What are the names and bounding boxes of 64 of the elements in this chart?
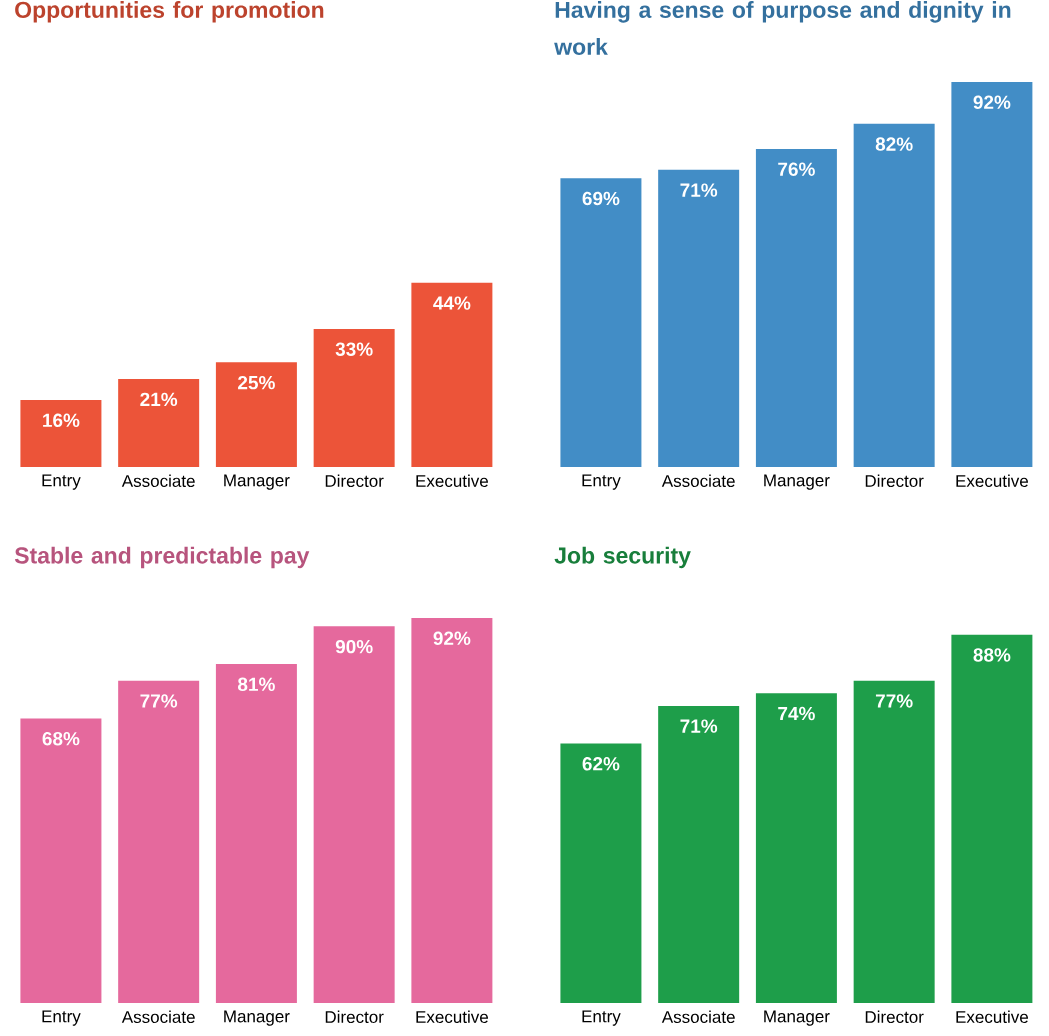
data-label: 33%	[335, 342, 373, 356]
data-label: 71%	[680, 183, 718, 197]
bar	[20, 718, 102, 1003]
data-label: 77%	[140, 694, 178, 708]
bar	[313, 626, 395, 1003]
data-label: 62%	[582, 757, 620, 771]
data-label: 16%	[43, 413, 80, 428]
chart-title: Having a sense of purpose and dignity in work	[554, 1, 1011, 55]
x-tick-label: Manager	[764, 474, 830, 490]
data-label: 82%	[875, 137, 913, 151]
x-tick-label: Associate	[121, 1010, 195, 1024]
data-label: 25%	[238, 375, 275, 390]
x-tick-label: Manager	[224, 1010, 290, 1026]
bar	[755, 148, 837, 467]
x-tick-label: Associate	[661, 1010, 735, 1024]
data-label: 44%	[433, 296, 471, 310]
data-label: 88%	[973, 648, 1011, 662]
x-tick-label: Director	[865, 1010, 924, 1024]
data-label: 71%	[680, 719, 718, 733]
x-tick-label: Director	[325, 474, 384, 488]
data-label: 68%	[42, 731, 80, 746]
data-label: 92%	[433, 631, 471, 645]
x-tick-label: Associate	[121, 474, 195, 488]
x-tick-label: Executive	[956, 474, 1028, 488]
bar	[951, 634, 1033, 1003]
bar	[313, 328, 395, 467]
x-tick-label: Executive	[416, 474, 488, 488]
x-tick-label: Entry	[42, 1010, 81, 1026]
bar	[853, 680, 935, 1003]
data-label: 69%	[582, 191, 620, 206]
data-label: 77%	[875, 694, 913, 708]
bar	[118, 379, 200, 467]
bar	[658, 705, 740, 1003]
x-tick-label: Director	[865, 474, 924, 488]
bar	[215, 362, 297, 467]
x-tick-label: Manager	[224, 474, 290, 490]
x-tick-label: Entry	[42, 474, 81, 490]
x-tick-label: Executive	[956, 1010, 1028, 1024]
data-label: 76%	[778, 162, 815, 176]
bar	[853, 123, 935, 467]
data-label: 81%	[237, 677, 275, 692]
data-label: 74%	[778, 706, 815, 721]
bar	[411, 282, 493, 467]
bar	[20, 400, 102, 467]
x-tick-label: Entry	[582, 1010, 621, 1026]
bar	[411, 618, 493, 1003]
bar	[951, 81, 1033, 467]
bar	[560, 178, 642, 467]
chart-title: Job security	[554, 546, 691, 569]
bar	[118, 680, 200, 1003]
x-tick-label: Executive	[416, 1010, 488, 1024]
bar	[215, 664, 297, 1003]
chart-title: Opportunities for promotion	[15, 1, 324, 23]
data-label: 90%	[335, 639, 373, 654]
x-tick-label: Entry	[582, 474, 621, 490]
chart-title: Stable and predictable pay	[14, 546, 310, 569]
bar	[658, 169, 740, 467]
data-label: 21%	[140, 392, 178, 407]
x-tick-label: Manager	[764, 1010, 830, 1026]
data-label: 92%	[973, 95, 1011, 109]
bar	[560, 743, 642, 1003]
x-tick-label: Director	[325, 1010, 384, 1024]
x-tick-label: Associate	[661, 474, 735, 488]
bar	[755, 693, 837, 1003]
